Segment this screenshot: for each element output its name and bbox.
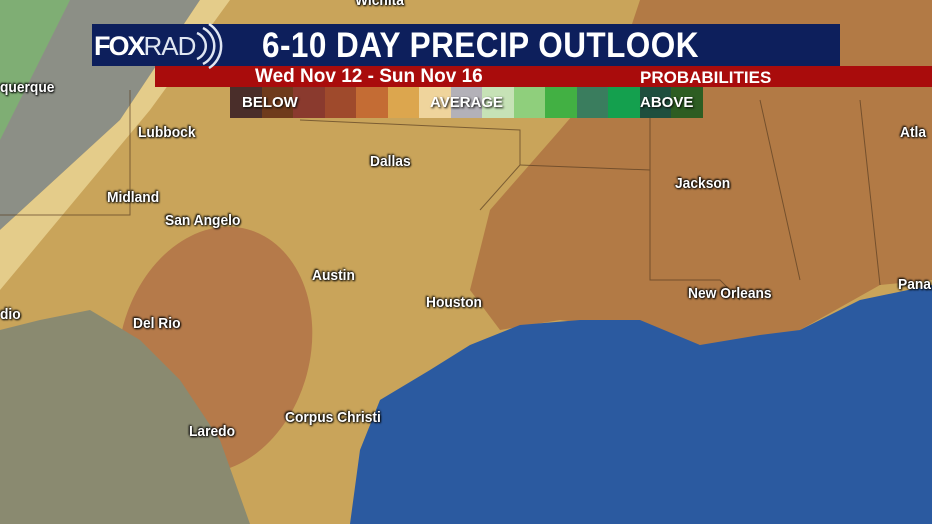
city-label-del-rio: Del Rio — [133, 315, 181, 332]
legend-swatch-6 — [419, 87, 451, 118]
legend-above-label: ABOVE — [640, 94, 694, 111]
state-borders — [0, 90, 881, 301]
city-label-jackson: Jackson — [675, 175, 731, 192]
legend-swatch-8 — [482, 87, 514, 118]
city-label-atlanta: Atla — [900, 124, 927, 141]
legend-swatch-14 — [671, 87, 703, 118]
city-label-corpus-christi: Corpus Christi — [285, 409, 381, 426]
legend-swatch-1 — [261, 87, 293, 118]
logo-fox: FOX — [94, 30, 145, 61]
city-label-austin: Austin — [312, 267, 355, 284]
legend-swatch-2 — [293, 87, 325, 118]
legend-average-label: AVERAGE — [430, 94, 504, 111]
legend-swatch-13 — [639, 87, 671, 118]
legend-swatch-5 — [387, 87, 419, 118]
city-label-wichita: Wichita — [355, 0, 404, 9]
city-label-panama-city: Pana — [898, 276, 931, 293]
city-label-houston: Houston — [426, 294, 482, 311]
logo-rad: RAD — [143, 30, 197, 61]
city-label-lubbock: Lubbock — [138, 124, 196, 141]
legend-swatch-7 — [450, 87, 482, 118]
city-label-laredo: Laredo — [189, 423, 236, 440]
city-label-san-angelo: San Angelo — [165, 212, 241, 229]
legend-swatch-11 — [576, 87, 608, 118]
city-label-san-antonio: dio — [0, 306, 21, 323]
legend-swatch-12 — [608, 87, 640, 118]
radar-waves-icon — [196, 23, 223, 69]
legend-swatch-0 — [230, 87, 262, 118]
below-moderate-east — [470, 0, 932, 350]
city-label-midland: Midland — [107, 189, 160, 206]
legend-swatch-4 — [356, 87, 388, 118]
date-bar — [155, 66, 932, 87]
city-label-new-orleans: New Orleans — [688, 285, 772, 302]
green-region — [0, 0, 70, 140]
foxrad-logo: FOX RAD — [92, 22, 242, 70]
gulf-of-mexico — [350, 285, 932, 524]
legend-swatch-10 — [545, 87, 577, 118]
date-range: Wed Nov 12 - Sun Nov 16 — [255, 66, 483, 87]
mexico-terrain — [0, 310, 250, 524]
legend-swatch-3 — [324, 87, 356, 118]
page-title: 6-10 DAY PRECIP OUTLOOK — [262, 26, 699, 65]
probabilities-label: PROBABILITIES — [640, 68, 772, 87]
city-label-albuquerque: querque — [0, 79, 55, 96]
legend-below-label: BELOW — [242, 94, 298, 111]
city-label-dallas: Dallas — [370, 153, 411, 170]
legend-color-scale — [230, 87, 703, 118]
legend-swatch-9 — [513, 87, 545, 118]
